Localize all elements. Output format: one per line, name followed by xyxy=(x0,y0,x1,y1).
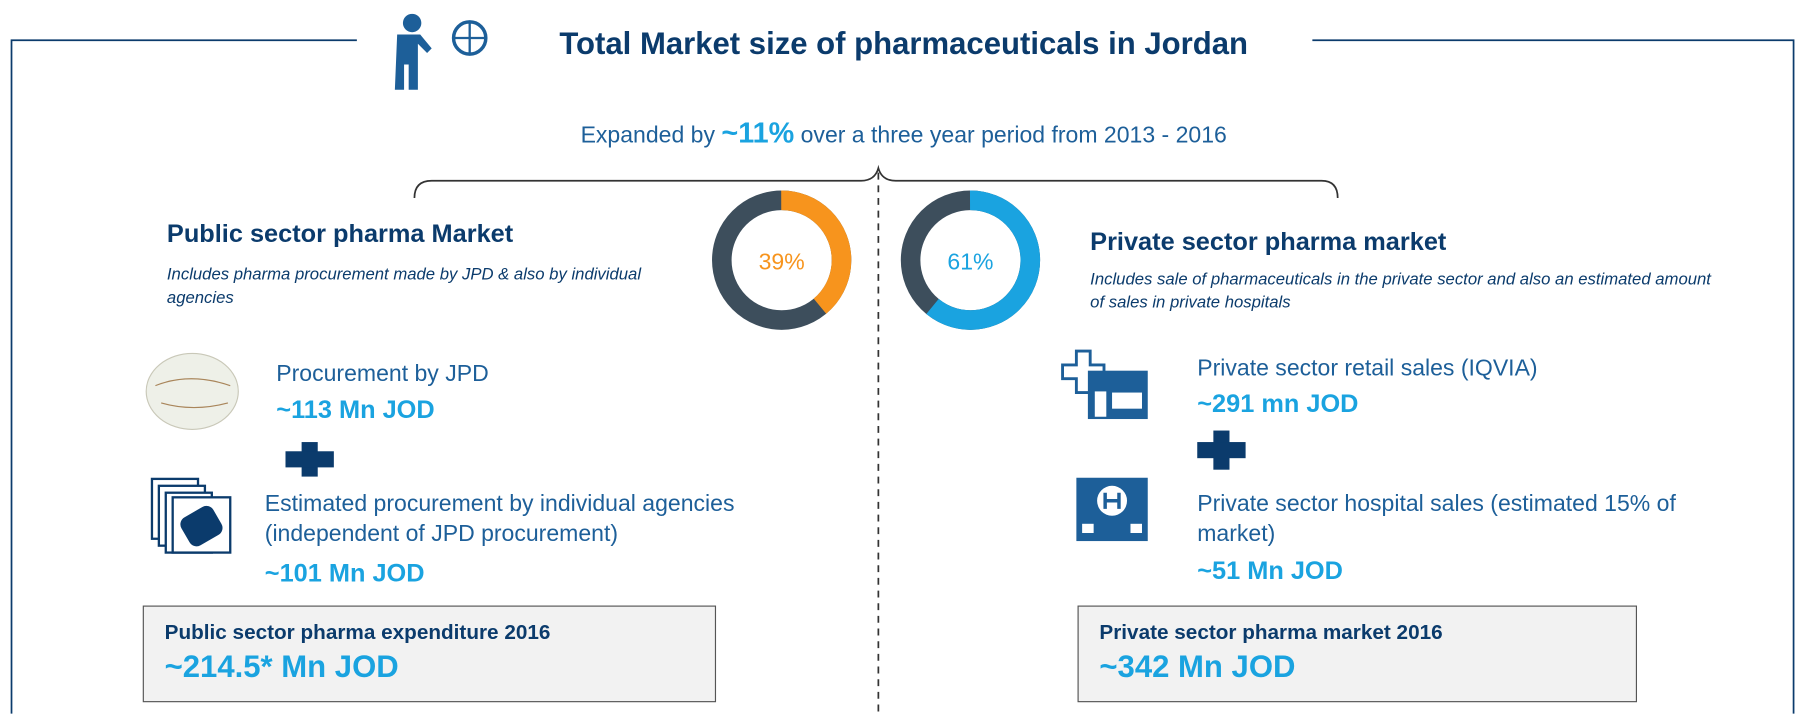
total-value: ~342 Mn JOD xyxy=(1099,649,1615,685)
donut-label: 61% xyxy=(947,248,993,274)
jpd-logo xyxy=(146,353,238,429)
subtitle-text: Expanded by xyxy=(581,123,715,148)
total-label: Private sector pharma market 2016 xyxy=(1099,620,1615,644)
item-value: ~51 Mn JOD xyxy=(1197,556,1343,586)
plus-icon xyxy=(1197,431,1245,470)
donut-label: 39% xyxy=(759,248,805,274)
pharmacy-icon xyxy=(1063,351,1148,419)
total-box: Public sector pharma expenditure 2016 ~2… xyxy=(143,606,716,703)
title: Total Market size of pharmaceuticals in … xyxy=(541,23,1266,66)
subtitle-highlight: ~11% xyxy=(721,117,794,149)
total-box: Private sector pharma market 2016 ~342 M… xyxy=(1078,606,1637,703)
item-value: ~101 Mn JOD xyxy=(265,558,425,588)
section-description: Includes pharma procurement made by JPD … xyxy=(167,264,662,310)
section-description: Includes sale of pharmaceuticals in the … xyxy=(1090,268,1712,314)
section-title: Private sector pharma market xyxy=(1090,227,1446,257)
item-label: Procurement by JPD xyxy=(276,359,488,389)
item-label: Private sector retail sales (IQVIA) xyxy=(1197,353,1537,383)
plus-icon xyxy=(285,442,333,477)
item-value: ~113 Mn JOD xyxy=(276,395,434,425)
total-value: ~214.5* Mn JOD xyxy=(165,649,695,685)
people-icon xyxy=(395,14,486,90)
total-label: Public sector pharma expenditure 2016 xyxy=(165,620,695,644)
hospital-icon xyxy=(1076,478,1147,541)
item-value: ~291 mn JOD xyxy=(1197,389,1358,419)
brace xyxy=(414,168,1337,198)
section-title: Public sector pharma Market xyxy=(167,219,513,249)
item-label: Estimated procurement by individual agen… xyxy=(265,489,749,549)
infographic: 39% 61% Total Market size of pharmaceuti… xyxy=(0,0,1805,714)
documents-icon xyxy=(152,479,230,553)
subtitle-text: over a three year period from 2013 - 201… xyxy=(801,123,1227,148)
item-label: Private sector hospital sales (estimated… xyxy=(1197,489,1704,549)
subtitle: Expanded by ~11% over a three year perio… xyxy=(345,117,1462,150)
